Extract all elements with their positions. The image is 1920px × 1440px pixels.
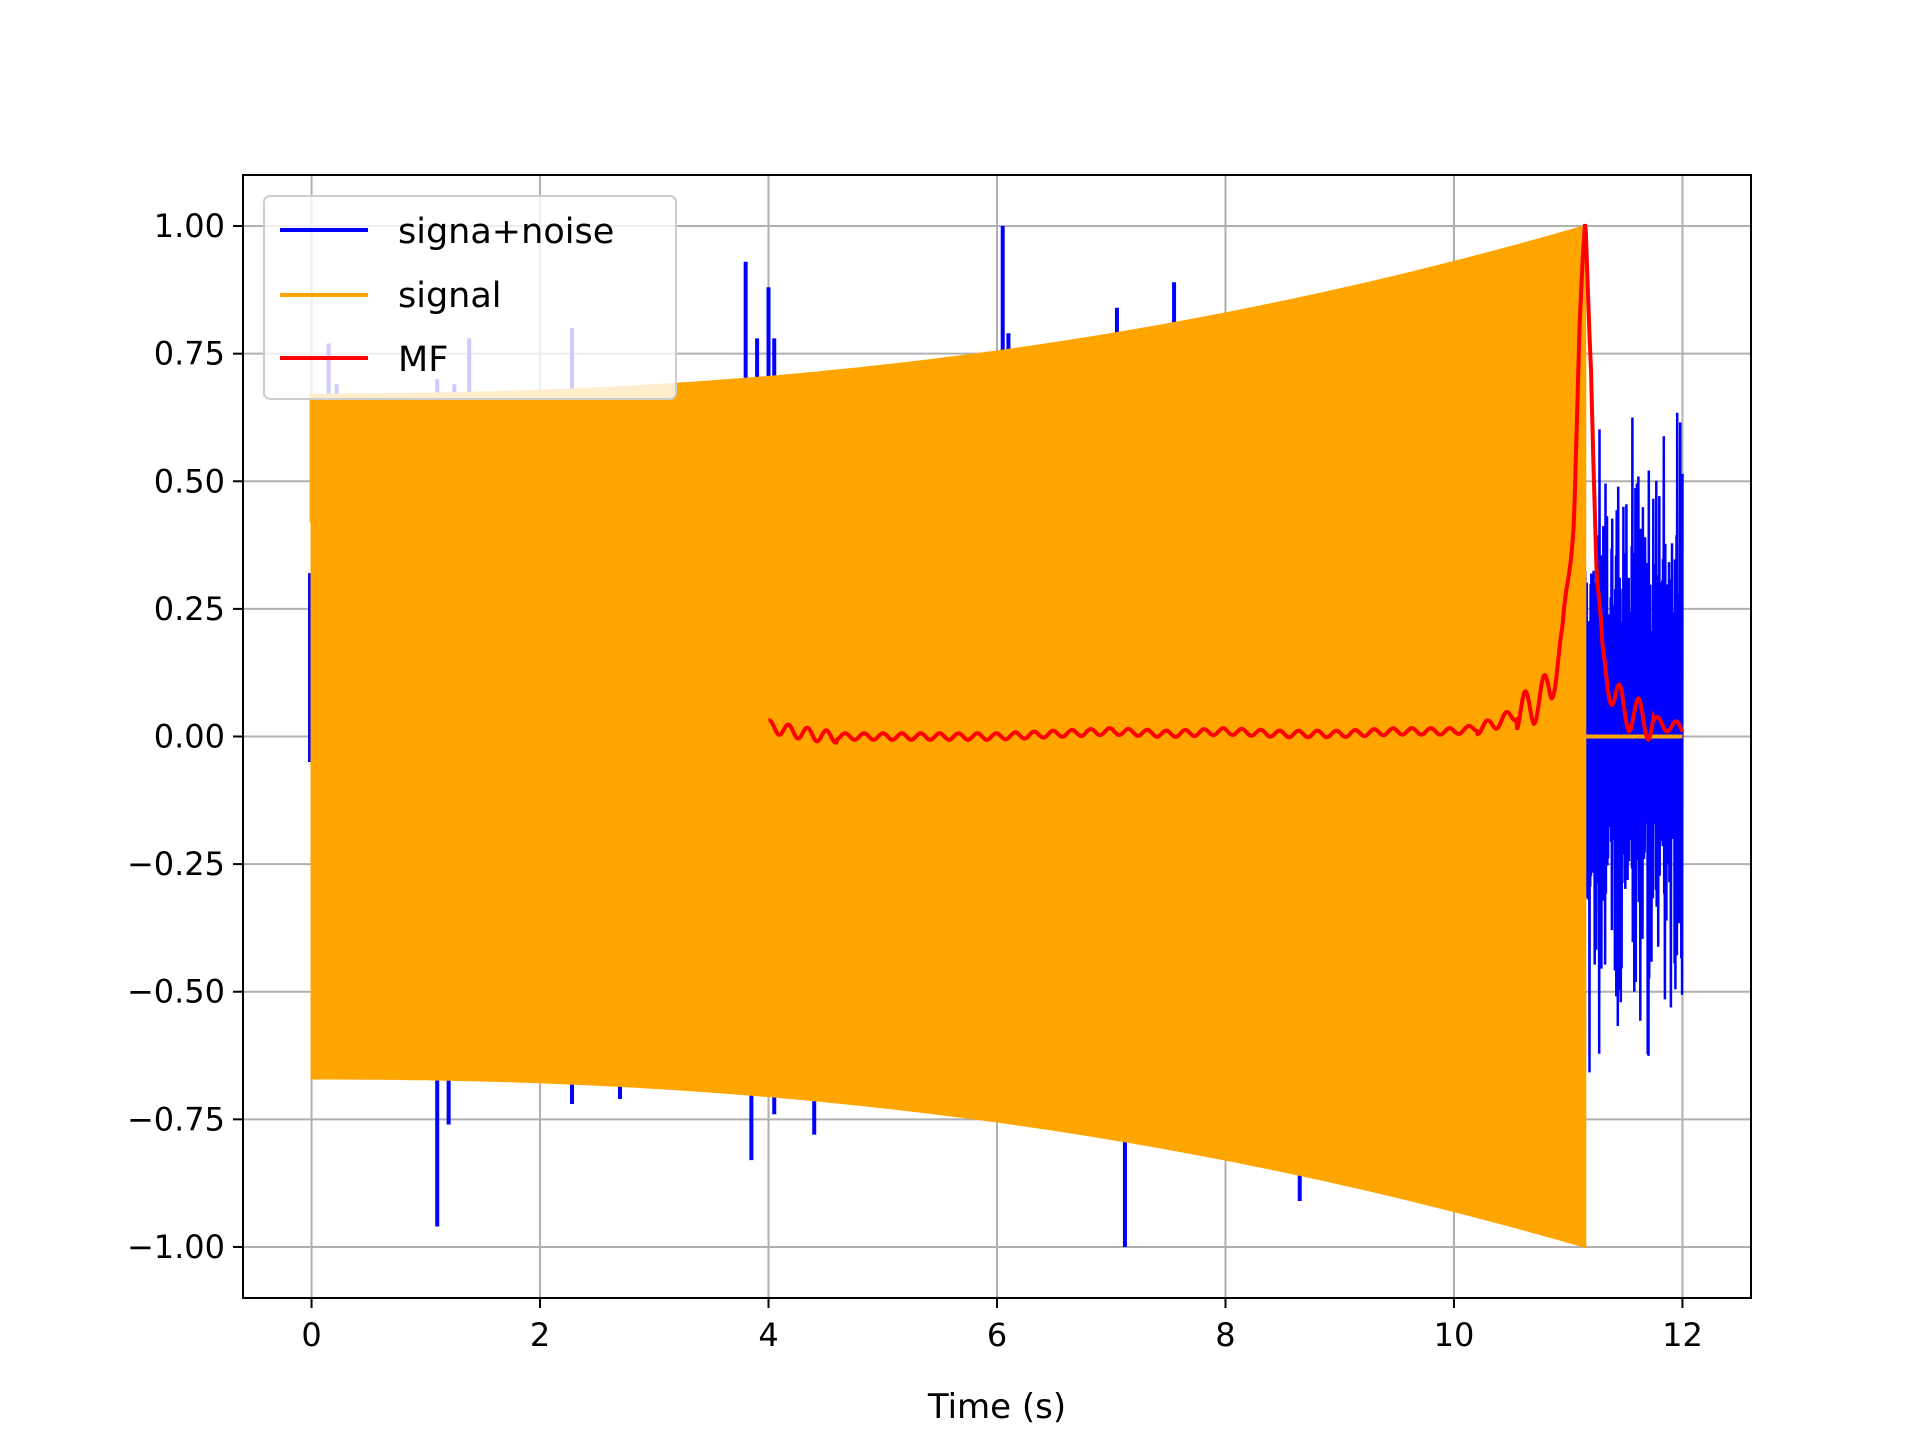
y-tick-label: 0.25: [154, 590, 225, 628]
x-tick-label: 10: [1434, 1316, 1475, 1354]
legend-box: [263, 195, 677, 400]
legend-label-mf: MF: [398, 340, 448, 380]
y-tick-label: −0.50: [127, 973, 225, 1011]
legend-label-signal-noise: signa+noise: [398, 212, 614, 252]
x-tick-label: 12: [1662, 1316, 1703, 1354]
y-tick-label: 1.00: [154, 207, 225, 245]
plot-area: [308, 223, 1685, 1249]
series-layer: [308, 223, 1685, 1249]
signal-noise-tail: [1584, 412, 1684, 1073]
x-axis: 0 2 4 6 8 10 12: [301, 1298, 1703, 1354]
y-tick-label: −0.25: [127, 845, 225, 883]
legend-label-signal: signal: [398, 276, 502, 316]
mf-line: [768, 223, 1685, 745]
y-tick-label: −1.00: [127, 1228, 225, 1266]
x-tick-label: 2: [530, 1316, 550, 1354]
y-tick-label: 0.00: [154, 718, 225, 756]
x-axis-label: Time (s): [927, 1387, 1066, 1427]
legend: signa+noise signal MF: [263, 195, 677, 400]
x-tick-label: 8: [1215, 1316, 1235, 1354]
y-tick-label: 0.50: [154, 462, 225, 500]
x-tick-label: 4: [758, 1316, 778, 1354]
signal-envelope: [310, 224, 1587, 1249]
y-axis: 1.00 0.75 0.50 0.25 0.00 −0.25 −0.50 −0.75 −1.00: [127, 207, 243, 1266]
y-tick-label: 0.75: [154, 335, 225, 373]
x-tick-label: 6: [987, 1316, 1007, 1354]
x-tick-label: 0: [301, 1316, 321, 1354]
y-tick-label: −0.75: [127, 1100, 225, 1138]
